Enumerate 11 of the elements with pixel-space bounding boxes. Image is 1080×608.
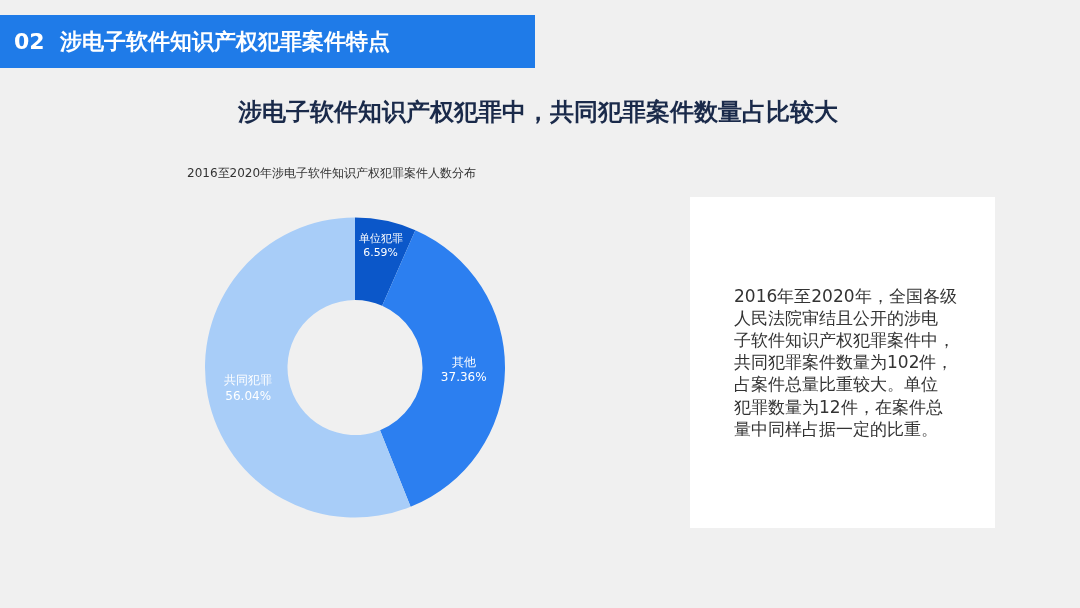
chart-title: 涉电子软件知识产权犯罪中，共同犯罪案件数量占比较大: [237, 98, 839, 127]
slice-label: 共同犯罪: [224, 373, 273, 388]
chart-subtitle: 2016至2020年涉电子软件知识产权犯罪案件人数分布: [187, 166, 477, 180]
data-label: 37.36%: [440, 370, 487, 385]
text: 02 涉电子软件知识产权犯罪案件特点: [14, 29, 390, 54]
slice-label: 其他: [451, 354, 476, 369]
slice-label: 单位犯罪: [358, 232, 403, 246]
data-label: 6.59%: [363, 246, 398, 260]
text: 2016年至2020年，全国各级人民法院审结且公开的涉电子软件知识产权犯罪案件中，共同犯罪案件数量为102件，占案件总量比重较大。单位犯罪数量为12件，在案件总量中同样占据一定的比重。: [734, 286, 957, 439]
donut-slice: [205, 217, 411, 518]
data-label: 56.04%: [225, 388, 272, 403]
